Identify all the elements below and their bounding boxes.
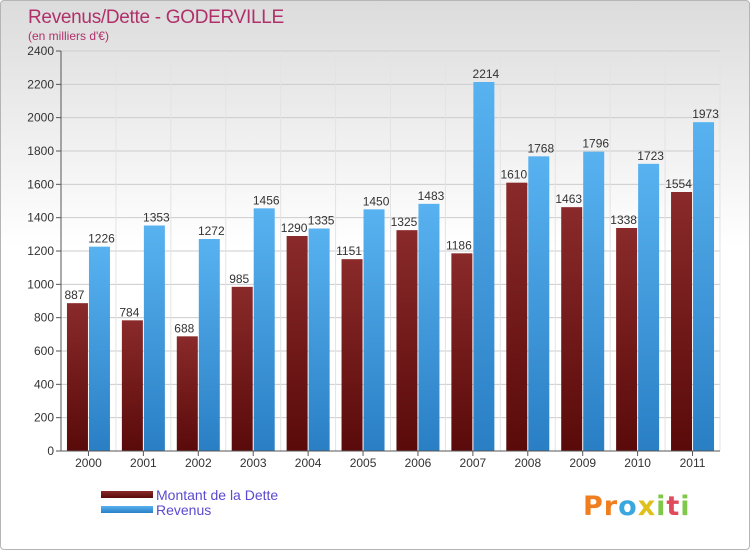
bar-dette <box>561 207 583 451</box>
data-label-revenus: 1796 <box>582 137 609 151</box>
legend-label-revenus: Revenus <box>156 501 212 518</box>
data-label-revenus: 2214 <box>473 67 500 81</box>
y-tick-label: 600 <box>34 344 54 358</box>
x-tick-label: 2002 <box>185 456 212 470</box>
logo-letter: t <box>666 491 681 522</box>
bar-dette <box>286 236 308 451</box>
data-label-revenus: 1272 <box>198 224 225 238</box>
logo-letter: i <box>656 491 667 522</box>
x-tick-label: 2007 <box>460 456 487 470</box>
x-tick-label: 2011 <box>680 456 706 470</box>
legend-item-dette: Montant de la Dette <box>101 486 279 503</box>
data-label-revenus: 1450 <box>363 194 390 208</box>
y-tick-label: 1000 <box>27 277 54 291</box>
x-tick-label: 2003 <box>240 456 267 470</box>
bar-revenus <box>88 246 110 451</box>
bar-revenus <box>253 208 275 451</box>
logo-letter: i <box>680 491 691 522</box>
data-label-revenus: 1226 <box>88 232 115 246</box>
x-tick-label: 2004 <box>295 456 322 470</box>
y-tick-label: 800 <box>34 311 54 325</box>
bar-dette <box>231 286 253 451</box>
x-tick-label: 2005 <box>350 456 377 470</box>
bar-revenus <box>638 163 660 452</box>
legend-swatch-dette <box>101 491 153 498</box>
y-tick-label: 1800 <box>27 144 54 158</box>
y-tick-label: 1600 <box>27 177 54 191</box>
data-label-dette: 784 <box>119 305 139 319</box>
bar-dette <box>341 259 363 451</box>
data-label-dette: 1554 <box>665 177 692 191</box>
chart-title: Revenus/Dette - GODERVILLE <box>28 7 284 28</box>
bar-revenus <box>363 209 385 451</box>
bar-revenus <box>528 156 550 452</box>
y-tick-label: 1200 <box>27 244 54 258</box>
data-label-dette: 1151 <box>336 244 362 258</box>
bar-revenus <box>198 239 220 451</box>
y-tick-label: 2000 <box>27 111 54 125</box>
bar-dette <box>121 320 143 451</box>
data-label-revenus: 1335 <box>308 214 335 228</box>
chart-subtitle: (en milliers d'€) <box>28 29 109 43</box>
legend-item-revenus: Revenus <box>101 501 278 518</box>
bar-dette <box>506 182 528 451</box>
bar-dette <box>451 253 473 451</box>
bar-dette <box>176 336 198 451</box>
y-tick-label: 2200 <box>27 77 54 91</box>
data-label-dette: 1290 <box>281 221 308 235</box>
y-tick-label: 0 <box>47 444 54 458</box>
y-tick-label: 200 <box>34 411 54 425</box>
bar-revenus <box>418 203 440 451</box>
data-label-dette: 1463 <box>555 192 582 206</box>
bar-revenus <box>473 82 495 451</box>
bar-dette <box>616 228 638 451</box>
data-label-revenus: 1973 <box>692 107 719 121</box>
data-label-dette: 1325 <box>391 215 418 229</box>
x-tick-label: 2006 <box>405 456 432 470</box>
bar-revenus <box>143 225 165 451</box>
data-label-dette: 1186 <box>446 238 472 252</box>
x-tick-label: 2009 <box>569 456 596 470</box>
bar-dette <box>671 192 693 451</box>
proxiti-logo: Proxiti <box>583 491 691 522</box>
data-label-revenus: 1483 <box>418 189 445 203</box>
data-label-dette: 985 <box>229 272 249 286</box>
data-label-revenus: 1768 <box>527 141 554 155</box>
bar-revenus <box>583 151 605 451</box>
bar-revenus <box>693 122 715 452</box>
bar-dette <box>66 303 88 451</box>
data-label-dette: 887 <box>64 288 84 302</box>
logo-letter: o <box>618 491 638 522</box>
logo-letter: r <box>603 491 619 522</box>
data-label-revenus: 1456 <box>253 193 280 207</box>
x-tick-label: 2000 <box>75 456 102 470</box>
data-label-dette: 1610 <box>500 168 527 182</box>
data-label-revenus: 1723 <box>637 149 664 163</box>
bar-dette <box>396 230 418 451</box>
data-label-dette: 1338 <box>610 213 637 227</box>
bar-revenus <box>308 228 330 451</box>
x-tick-label: 2008 <box>514 456 541 470</box>
y-tick-label: 1400 <box>27 211 54 225</box>
logo-letter: P <box>583 491 604 522</box>
data-label-dette: 688 <box>174 321 194 335</box>
chart-legend: Montant de la Dette Revenus <box>101 486 279 518</box>
y-tick-label: 400 <box>34 377 54 391</box>
x-tick-label: 2010 <box>624 456 651 470</box>
y-tick-label: 2400 <box>27 44 54 58</box>
x-tick-label: 2001 <box>130 456 157 470</box>
logo-letter: x <box>637 491 657 522</box>
data-label-revenus: 1353 <box>143 211 170 225</box>
legend-label-dette: Montant de la Dette <box>156 486 279 503</box>
legend-swatch-revenus <box>101 506 153 513</box>
